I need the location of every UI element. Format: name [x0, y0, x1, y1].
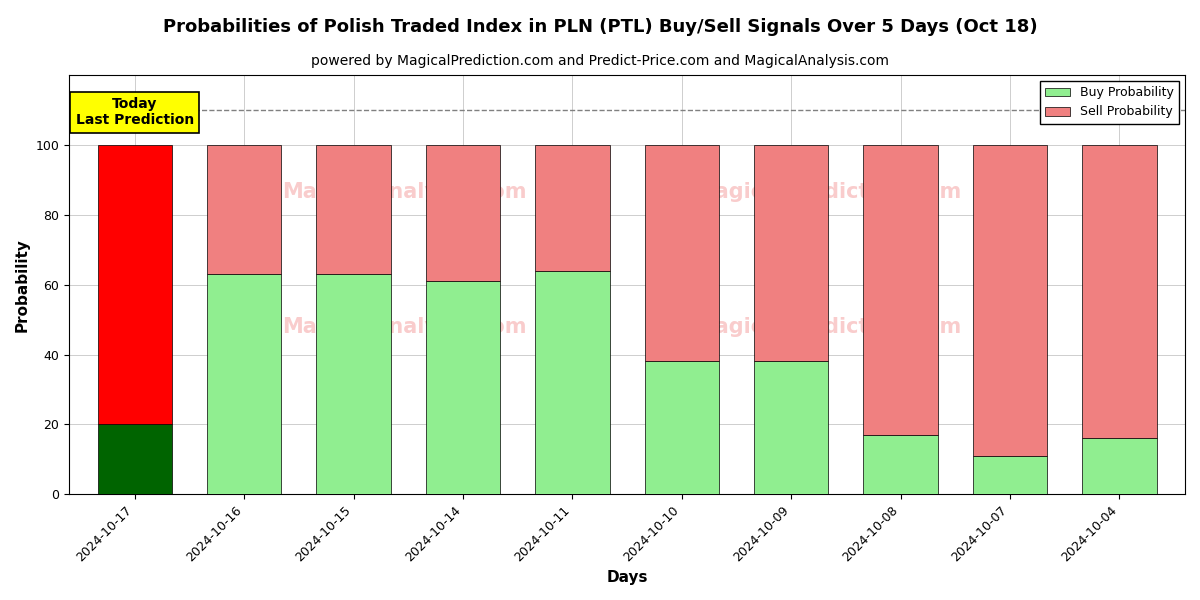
Text: MagicalPrediction.com: MagicalPrediction.com — [695, 182, 961, 202]
Bar — [644, 361, 719, 494]
Bar — [97, 145, 172, 424]
Text: MagicalPrediction.com: MagicalPrediction.com — [695, 317, 961, 337]
Bar — [1082, 145, 1157, 439]
Bar — [973, 145, 1048, 456]
Bar — [644, 145, 719, 361]
Bar — [754, 361, 828, 494]
Text: Probabilities of Polish Traded Index in PLN (PTL) Buy/Sell Signals Over 5 Days (: Probabilities of Polish Traded Index in … — [163, 18, 1037, 36]
Bar — [426, 281, 500, 494]
Text: MagicalAnalysis.com: MagicalAnalysis.com — [282, 182, 526, 202]
Bar — [206, 274, 281, 494]
Bar — [206, 145, 281, 274]
Bar — [754, 145, 828, 361]
Legend: Buy Probability, Sell Probability: Buy Probability, Sell Probability — [1040, 81, 1178, 124]
Bar — [863, 435, 937, 494]
Bar — [426, 145, 500, 281]
Bar — [317, 274, 391, 494]
Text: MagicalAnalysis.com: MagicalAnalysis.com — [282, 317, 526, 337]
Bar — [317, 145, 391, 274]
Bar — [97, 424, 172, 494]
Bar — [973, 456, 1048, 494]
Y-axis label: Probability: Probability — [16, 238, 30, 332]
X-axis label: Days: Days — [606, 570, 648, 585]
Text: Today
Last Prediction: Today Last Prediction — [76, 97, 194, 127]
Bar — [535, 271, 610, 494]
Bar — [863, 145, 937, 435]
Bar — [535, 145, 610, 271]
Text: powered by MagicalPrediction.com and Predict-Price.com and MagicalAnalysis.com: powered by MagicalPrediction.com and Pre… — [311, 54, 889, 68]
Bar — [1082, 439, 1157, 494]
